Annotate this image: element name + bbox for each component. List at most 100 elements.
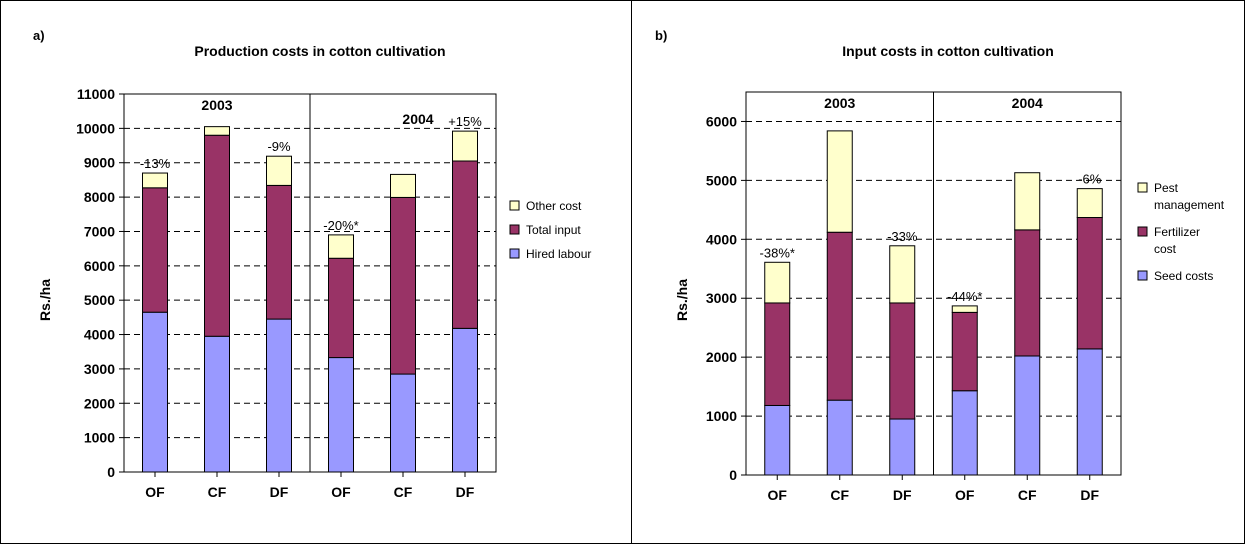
bar-segment [142,172,168,189]
y-tick-label: 9000 [84,155,115,171]
bar-segment [452,327,478,473]
panel-b-label: b) [655,28,667,43]
y-tick-label: 10000 [76,120,115,136]
legend-label: Pest [1154,181,1179,195]
legend-swatch [509,224,520,235]
y-tick-label: 8000 [84,189,115,205]
bar-segment [266,155,292,186]
legend-swatch [509,248,520,259]
y-tick-label: 7000 [84,223,115,239]
legend-label: Fertilizer [1154,225,1200,239]
panel-a-plot: 0 1000 2000 3000 4000 5000 6000 7000 8000 9000 100… [76,86,497,500]
bar-segment [328,357,354,473]
legend-label: cost [1154,242,1177,256]
bar-segment [1076,217,1103,350]
bar-annotation: -38%* [760,245,795,260]
bar-segment [764,404,791,476]
bar-segment [142,187,168,313]
legend-swatch [1137,226,1148,237]
panel-a-y-axis-label: Rs./ha [37,279,53,321]
bar-segment [1076,348,1103,476]
bar-annotation: +15% [448,114,482,129]
legend-label: Other cost [526,199,582,213]
legend-label: management [1154,198,1225,212]
bar-segment [826,130,853,233]
group-label: 2003 [201,97,232,113]
y-tick-label: 11000 [77,86,115,102]
bar-segment [266,318,292,473]
x-tick-label: OF [955,487,975,503]
x-tick-label: DF [270,484,289,500]
bar-segment [204,126,230,136]
bar-annotation: -9% [267,139,291,154]
bar-segment [826,399,853,476]
bar-segment [951,390,978,476]
x-tick-label: OF [331,484,351,500]
y-tick-label: 4000 [84,327,115,343]
bar-segment [889,418,916,476]
y-tick-label: 2000 [84,395,115,411]
bar-segment [1014,229,1041,357]
panel-a-title: Production costs in cotton cultivation [194,43,445,59]
panel-b-legend: Pest management Fertilizer cost Seed costs [1137,181,1225,283]
group-label: 2003 [824,95,855,111]
bar-segment [266,184,292,320]
bar-segment [826,231,853,401]
bar-annotation: -33% [887,229,918,244]
y-tick-label: 4000 [706,231,737,247]
legend-label: Hired labour [526,247,591,261]
y-tick-label: 6000 [84,258,115,274]
x-tick-label: CF [1018,487,1037,503]
y-tick-label: 6000 [706,113,737,129]
bar-segment [1014,172,1041,231]
x-tick-label: DF [1080,487,1099,503]
y-tick-label: 5000 [706,172,737,188]
bar-segment [764,302,791,406]
bar-annotation: -6% [1078,172,1102,187]
y-tick-label: 3000 [84,361,115,377]
bar-segment [452,130,478,162]
legend-label: Total input [526,223,581,237]
bar-segment [764,261,791,304]
panel-a: a) Production costs in cotton cultivatio… [33,28,591,500]
panel-b-title: Input costs in cotton cultivation [842,43,1054,59]
legend-swatch [1137,182,1148,193]
bar-segment [889,302,916,420]
x-tick-label: DF [893,487,912,503]
bar-segment [951,305,978,313]
bar-segment [390,373,416,473]
panel-b-plot: 0 1000 2000 3000 4000 5000 6000 2003 2004 -38%* OF… [706,91,1122,503]
x-tick-label: CF [394,484,413,500]
group-label: 2004 [1012,95,1043,111]
bar-segment [142,311,168,473]
bar-segment [889,245,916,304]
legend-swatch [509,200,520,211]
bar-segment [951,311,978,392]
panel-b-y-axis-label: Rs./ha [674,279,690,321]
x-tick-label: OF [145,484,165,500]
bar-segment [328,257,354,359]
bar-segment [390,173,416,198]
bar-segment [1014,355,1041,476]
bar-segment [328,234,354,259]
y-tick-label: 1000 [84,430,115,446]
bar-annotation: -20%* [323,218,358,233]
legend-label: Seed costs [1154,269,1213,283]
x-tick-label: OF [768,487,788,503]
panel-a-label: a) [33,28,45,43]
x-tick-label: CF [208,484,227,500]
y-tick-label: 3000 [706,290,737,306]
bar-segment [204,134,230,337]
y-tick-label: 5000 [84,292,115,308]
group-label: 2004 [402,111,433,127]
y-tick-label: 0 [107,464,115,480]
panel-b: b) Input costs in cotton cultivation Rs.… [655,28,1225,503]
legend-swatch [1137,270,1148,281]
panel-a-legend: Other cost Total input Hired labour [509,199,591,261]
bar-segment [452,160,478,329]
y-tick-label: 1000 [706,408,737,424]
bar-segment [204,335,230,473]
y-tick-label: 0 [729,467,737,483]
x-tick-label: CF [830,487,849,503]
